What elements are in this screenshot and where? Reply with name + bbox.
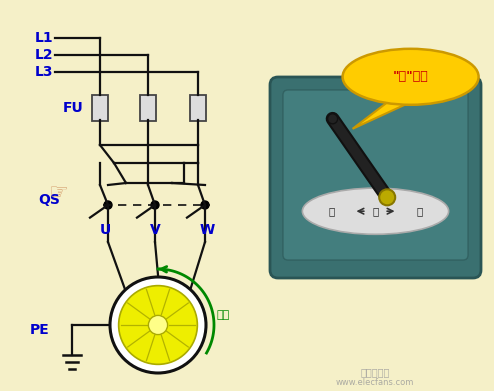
Polygon shape [353,100,415,129]
Text: L3: L3 [35,65,53,79]
Circle shape [328,114,337,124]
Circle shape [110,277,206,373]
Text: 停: 停 [372,206,378,216]
Circle shape [201,201,209,209]
Text: FU: FU [63,100,84,115]
Circle shape [104,201,112,209]
FancyBboxPatch shape [283,90,468,260]
Text: www.elecfans.com: www.elecfans.com [336,378,414,387]
Circle shape [148,316,167,335]
Bar [140,95,156,121]
Text: 电子发烧友: 电子发烧友 [360,367,390,377]
Ellipse shape [302,188,449,234]
Ellipse shape [343,49,479,105]
Text: PE: PE [30,323,50,337]
Bar [92,95,108,121]
FancyBboxPatch shape [270,77,481,278]
Text: 顺: 顺 [329,206,335,216]
Text: V: V [150,223,161,237]
Text: 反转: 反转 [216,310,229,320]
Circle shape [151,201,159,209]
Circle shape [379,189,395,205]
Bar [190,95,206,121]
Text: L1: L1 [35,31,54,45]
Text: L2: L2 [35,48,54,62]
Circle shape [119,286,198,364]
Text: W: W [200,223,215,237]
Text: ☞: ☞ [48,183,68,203]
Text: 倒: 倒 [416,206,422,216]
Text: QS: QS [38,193,60,207]
Text: U: U [100,223,111,237]
Text: "倒"位置: "倒"位置 [393,70,428,83]
